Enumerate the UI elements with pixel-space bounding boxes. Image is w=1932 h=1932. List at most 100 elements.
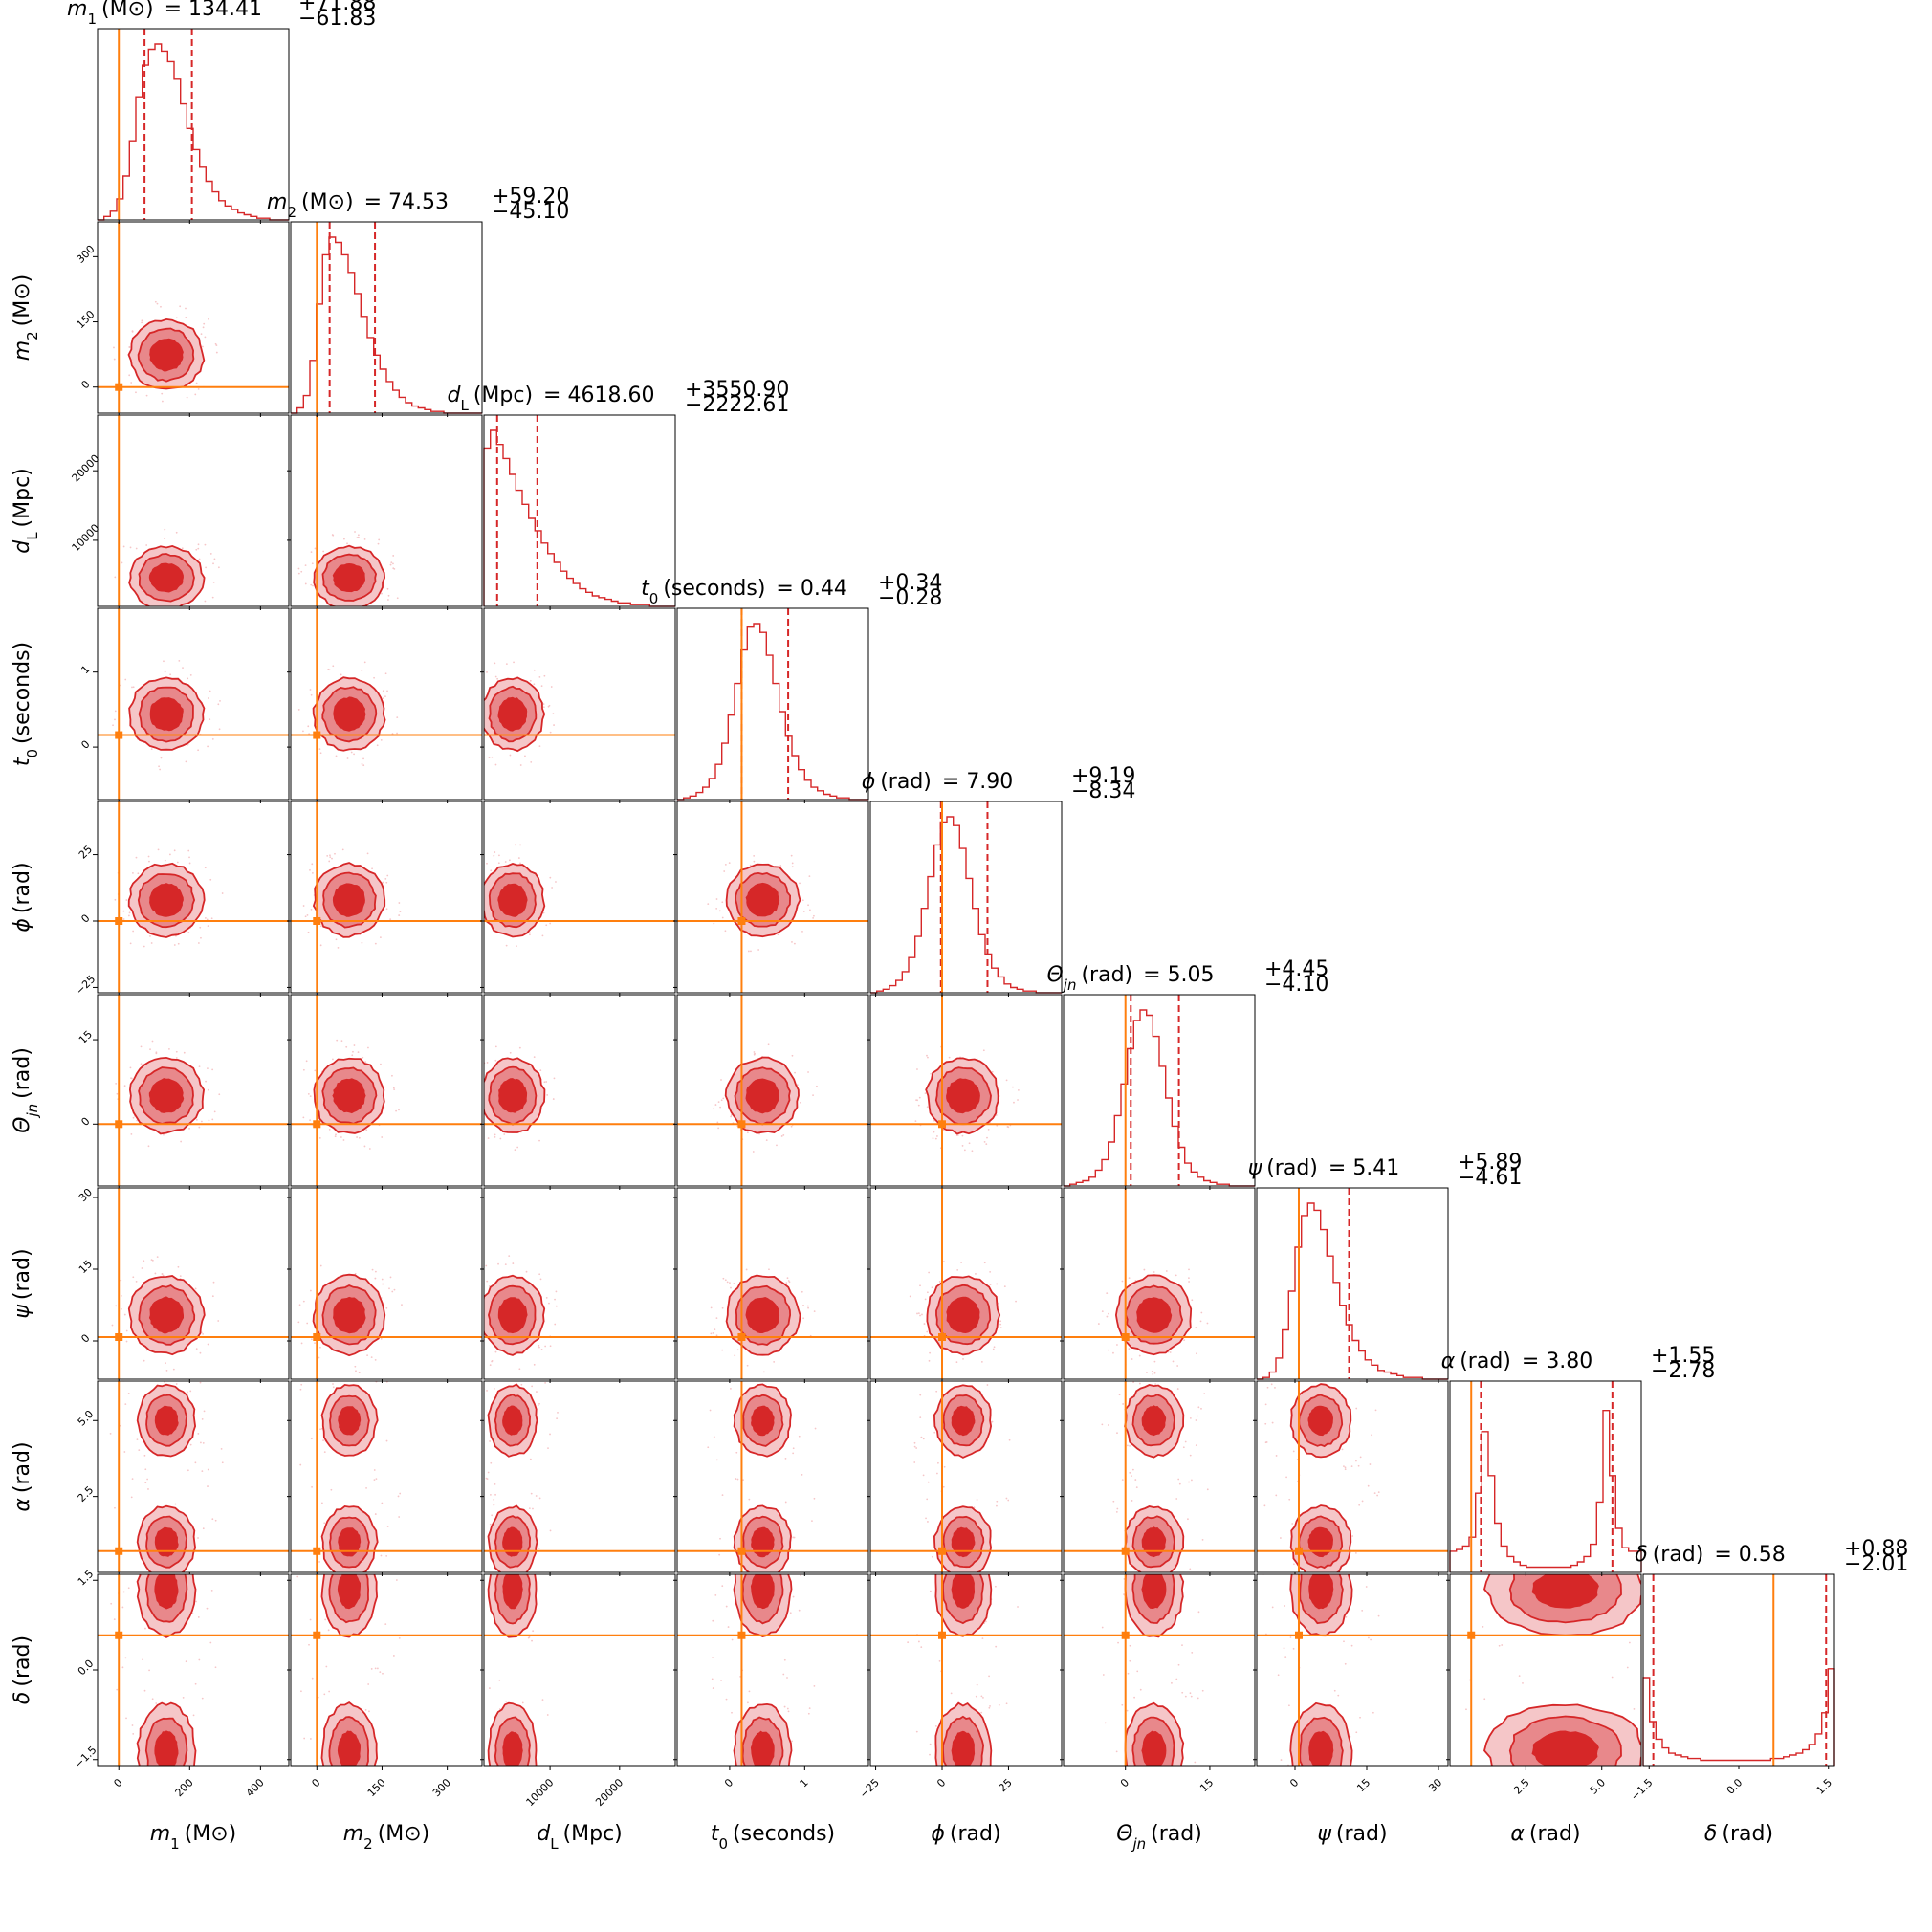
x-tick-label: 2.5 <box>1511 1776 1532 1797</box>
scatter-point <box>1128 1277 1131 1280</box>
y-tick-label: 0 <box>78 738 92 752</box>
panel-title-theta-main: Θ <box>1046 963 1063 987</box>
contour-inner <box>332 883 365 917</box>
scatter-point <box>975 1695 977 1698</box>
scatter-point <box>203 1410 206 1413</box>
scatter-point <box>385 1554 388 1557</box>
x-axis-label-theta-sub: jn <box>1131 1835 1146 1853</box>
scatter-point <box>376 1667 379 1670</box>
scatter-point <box>398 1516 401 1518</box>
scatter-point <box>498 1679 501 1681</box>
scatter-point <box>927 1521 929 1523</box>
scatter-point <box>211 1518 214 1521</box>
scatter-point <box>212 1281 215 1284</box>
scatter-point <box>1197 1406 1200 1409</box>
scatter-point <box>138 1372 140 1374</box>
scatter-point <box>1131 1475 1132 1478</box>
scatter-point <box>155 1702 158 1704</box>
truth-marker <box>938 1333 946 1341</box>
scatter-point <box>988 1766 990 1767</box>
truth-marker <box>313 1547 321 1555</box>
scatter-point <box>1201 1538 1204 1541</box>
panel-delta-vs-phi: −25 0 25 <box>857 1518 1063 1801</box>
scatter-point <box>813 1684 816 1687</box>
scatter-point <box>380 739 383 741</box>
scatter-point <box>956 1767 958 1769</box>
scatter-point <box>1355 1460 1357 1462</box>
scatter-point <box>380 1337 383 1340</box>
scatter-point <box>121 1606 124 1609</box>
panel-title-psi-main: ψ <box>1248 1156 1262 1180</box>
scatter-point <box>478 1623 480 1625</box>
scatter-point <box>161 392 164 395</box>
contour-inner-mode-0 <box>502 1526 523 1557</box>
scatter-point <box>165 1369 168 1372</box>
scatter-point <box>345 1045 348 1048</box>
scatter-point <box>189 1443 192 1446</box>
scatter-point <box>802 911 805 912</box>
y-axis-label-t0-sub: 0 <box>24 749 41 758</box>
scatter-point <box>471 1284 472 1285</box>
scatter-point <box>140 1063 143 1065</box>
scatter-point <box>1012 1086 1014 1088</box>
y-axis-label-psi-main: ψ <box>11 1305 34 1319</box>
scatter-point <box>971 1150 974 1153</box>
panel-frame <box>676 994 869 1187</box>
scatter-point <box>757 1479 759 1481</box>
scatter-point <box>138 1449 141 1452</box>
scatter-point <box>113 358 116 361</box>
scatter-point <box>312 584 314 587</box>
scatter-point <box>942 1485 945 1488</box>
scatter-point <box>173 1469 175 1471</box>
contour-inner-mode-0 <box>1307 1526 1333 1558</box>
scatter-point <box>1015 1300 1017 1303</box>
scatter-point <box>750 950 752 953</box>
truth-marker <box>313 1333 321 1341</box>
scatter-point <box>975 1273 977 1275</box>
scatter-point <box>128 374 131 377</box>
scatter-point <box>340 1136 342 1138</box>
scatter-point <box>707 903 710 905</box>
panel-delta-vs-psi: 0 15 30 <box>1253 1573 1449 1794</box>
scatter-point <box>480 936 482 938</box>
x-axis-label-m2-sub: 2 <box>363 1835 373 1853</box>
scatter-point <box>201 1697 204 1700</box>
scatter-point <box>753 854 756 857</box>
scatter-point <box>800 1574 802 1577</box>
scatter-point <box>328 1128 331 1131</box>
scatter-point <box>486 1062 489 1064</box>
scatter-point <box>206 918 209 921</box>
scatter-point <box>355 622 357 624</box>
scatter-point <box>149 1766 151 1767</box>
scatter-point <box>202 1441 205 1444</box>
scatter-point <box>923 1323 926 1325</box>
scatter-point <box>124 678 127 681</box>
scatter-point <box>299 1463 302 1466</box>
scatter-point <box>336 1039 339 1042</box>
panel-title-t0-main: t <box>641 577 650 601</box>
scatter-point <box>807 1071 809 1073</box>
scatter-point <box>806 1305 809 1307</box>
scatter-point <box>730 1387 732 1390</box>
scatter-point <box>374 942 377 945</box>
scatter-point <box>546 1094 549 1096</box>
panel-frame <box>97 221 290 414</box>
scatter-point <box>389 918 392 921</box>
scatter-point <box>340 622 341 624</box>
scatter-point <box>913 1441 916 1444</box>
scatter-point <box>203 322 206 325</box>
scatter-point <box>488 757 491 758</box>
scatter-point <box>919 1518 921 1520</box>
scatter-point <box>807 1306 809 1309</box>
scatter-point <box>194 1287 197 1290</box>
scatter-point <box>353 1044 356 1046</box>
scatter-point <box>540 685 543 688</box>
scatter-point <box>926 1341 928 1343</box>
scatter-point <box>373 676 375 679</box>
y-axis-label-psi: ψ(rad) <box>11 1248 34 1318</box>
scatter-point <box>1178 1482 1181 1485</box>
scatter-point <box>1509 1514 1511 1516</box>
x-tick-label: 150 <box>365 1776 388 1799</box>
scatter-point <box>1444 1722 1446 1723</box>
scatter-point <box>724 863 727 866</box>
